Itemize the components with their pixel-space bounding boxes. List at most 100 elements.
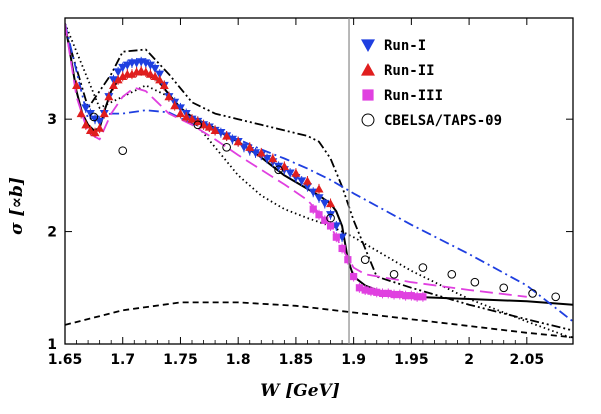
point-run-i (141, 59, 151, 68)
point-run-iii (384, 289, 392, 298)
point-run-ii (170, 101, 180, 110)
legend-label-run-ii: Run-II (384, 63, 435, 79)
point-run-i (175, 104, 185, 113)
point-run-i (302, 183, 312, 192)
point-cbelsa-taps-09 (447, 269, 457, 279)
point-run-iii (350, 272, 358, 281)
x-tick-label: 1.9 (341, 352, 366, 368)
point-run-ii (268, 154, 278, 163)
point-run-i (155, 70, 165, 79)
point-run-iii (373, 288, 381, 296)
point-run-ii (104, 92, 114, 101)
point-run-i (95, 117, 105, 126)
point-run-i (216, 129, 226, 138)
point-run-ii (233, 137, 243, 146)
point-run-iii (367, 287, 375, 295)
point-cbelsa-taps-09 (551, 292, 561, 302)
point-run-iii (315, 211, 323, 219)
point-run-i (113, 68, 123, 77)
point-cbelsa-taps-09 (528, 289, 537, 298)
point-run-iii (332, 233, 340, 241)
point-run-iii (344, 256, 352, 264)
point-cbelsa-taps-09 (360, 255, 370, 265)
point-cbelsa-taps-09 (418, 263, 428, 272)
point-run-i (320, 199, 330, 208)
point-run-iii (413, 293, 421, 301)
point-run-ii (118, 71, 128, 81)
point-cbelsa-taps-09 (326, 213, 335, 223)
point-run-i (326, 211, 336, 220)
point-run-ii (155, 75, 165, 84)
x-tick-label: 2 (464, 352, 474, 368)
point-run-ii (72, 80, 82, 90)
point-run-ii (222, 131, 232, 140)
point-run-ii (204, 122, 214, 131)
point-run-iii (309, 205, 317, 213)
point-run-ii (256, 148, 266, 157)
point-run-ii (210, 125, 220, 135)
point-run-ii (127, 69, 137, 78)
point-run-ii (326, 198, 336, 208)
legend-marker-run-ii (361, 63, 375, 76)
point-cbelsa-taps-09 (222, 142, 231, 152)
point-run-i (297, 177, 307, 186)
point-cbelsa-taps-09 (470, 277, 480, 287)
point-run-i (81, 104, 91, 113)
x-axis-title: W [GeV] (260, 381, 340, 401)
x-tick-label: 1.7 (110, 352, 135, 368)
legend: Run-I Run-II Run-III CBELSA/TAPS-09 (361, 38, 502, 129)
point-run-ii (99, 109, 109, 118)
y-tick-label: 1 (47, 337, 57, 353)
point-run-ii (164, 92, 174, 101)
point-cbelsa-taps-09 (274, 165, 283, 175)
point-run-iii (355, 284, 364, 292)
point-run-i (145, 61, 155, 70)
point-run-ii (302, 176, 312, 185)
point-run-i (85, 109, 95, 119)
point-run-ii (291, 168, 301, 177)
point-run-ii (159, 80, 169, 90)
point-run-iii (321, 216, 329, 224)
point-run-i (118, 63, 128, 72)
x-tick-label: 2.05 (510, 352, 545, 368)
point-run-i (251, 149, 260, 158)
point-cbelsa-taps-09 (499, 283, 509, 293)
curve-dashed (65, 301, 573, 339)
point-run-i (314, 194, 324, 203)
x-tick-label: 1.85 (279, 352, 314, 368)
x-tick-label: 1.65 (48, 352, 83, 368)
point-run-i (239, 143, 249, 152)
legend-marker-run-iii (362, 89, 374, 101)
y-tick-label: 3 (47, 112, 57, 128)
point-cbelsa-taps-09 (89, 112, 99, 122)
legend-marker-cbelsa-taps-09 (361, 113, 375, 127)
point-run-ii (187, 114, 197, 123)
point-run-iii (378, 289, 387, 298)
y-tick-label: 2 (47, 225, 57, 241)
point-run-i (122, 61, 132, 70)
point-run-i (150, 64, 160, 74)
point-run-ii (85, 125, 95, 135)
point-run-ii (76, 109, 86, 118)
point-run-iii (326, 222, 335, 230)
point-run-iii (407, 292, 415, 300)
point-run-i (227, 135, 237, 144)
point-run-i (108, 76, 118, 85)
point-cbelsa-taps-09 (118, 146, 128, 155)
point-run-iii (419, 293, 427, 301)
point-run-ii (145, 69, 155, 78)
x-tick-label: 1.8 (226, 352, 251, 368)
point-run-i (308, 188, 318, 197)
y-axis-title: σ [∝b] (7, 177, 27, 235)
legend-label-run-iii: Run-III (384, 88, 443, 104)
x-tick-label: 1.95 (394, 352, 429, 368)
point-run-i (262, 154, 272, 164)
point-run-iii (361, 286, 369, 294)
point-run-ii (108, 80, 118, 90)
point-run-ii (181, 112, 191, 121)
point-run-iii (390, 290, 398, 299)
curve-magenta-long-dash (65, 23, 527, 298)
curve-dash-dot-dot (65, 28, 573, 332)
point-cbelsa-taps-09 (389, 269, 399, 279)
